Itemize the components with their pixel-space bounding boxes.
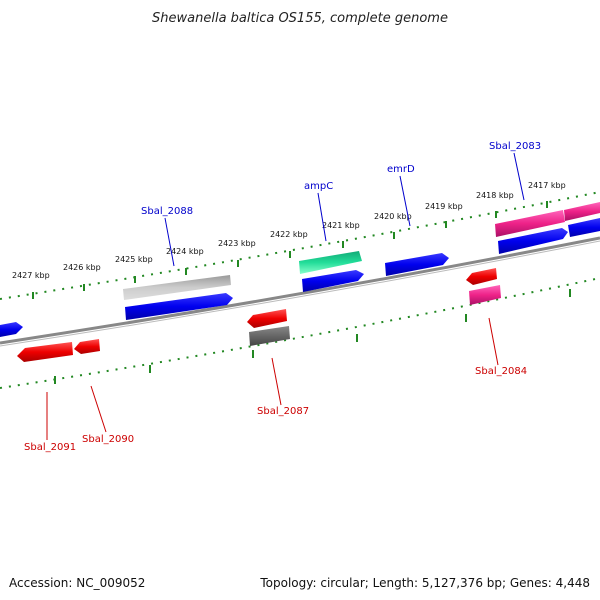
reverse-genes (17, 268, 501, 362)
gene-arrow (385, 253, 449, 276)
gene-arrow (495, 210, 565, 237)
gene-label: Sbal_2084 (475, 366, 527, 377)
gene-label: ampC (304, 181, 333, 192)
topology-text: Topology: circular; Length: 5,127,376 bp… (260, 576, 590, 590)
gene-arrow (299, 251, 362, 274)
scale-label: 2417 kbp (528, 181, 566, 190)
gene-label: Sbal_2083 (489, 141, 541, 152)
gene-arrow (123, 275, 231, 300)
scale-label: 2419 kbp (425, 202, 463, 211)
gene-arrow (466, 268, 497, 285)
gene-labels: Sbal_2088 ampC emrD Sbal_2083 Sbal_2084 … (24, 141, 541, 453)
major-ticks-upper (32, 201, 548, 299)
gene-label: Sbal_2091 (24, 442, 76, 453)
gene-arrow (249, 326, 290, 346)
gene-arrow (0, 322, 23, 337)
scale-label: 2421 kbp (322, 221, 360, 230)
gene-label: emrD (387, 164, 415, 175)
gene-arrow (125, 293, 233, 320)
gene-arrow (302, 270, 364, 292)
label-connectors (46, 152, 525, 440)
scale-label: 2420 kbp (374, 212, 412, 221)
scale-label: 2426 kbp (63, 263, 101, 272)
scale-label: 2422 kbp (270, 230, 308, 239)
scale-ruler-upper (0, 191, 600, 300)
map-title: Shewanella baltica OS155, complete genom… (152, 11, 448, 26)
gene-arrow (247, 309, 287, 328)
gene-label: Sbal_2090 (82, 434, 134, 445)
gene-arrow (17, 342, 73, 362)
gene-label: Sbal_2088 (141, 206, 193, 217)
gene-arrow (74, 339, 100, 354)
scale-label: 2427 kbp (12, 271, 50, 280)
accession-text: Accession: NC_009052 (9, 576, 146, 590)
genome-backbone (0, 236, 600, 347)
scale-label: 2418 kbp (476, 191, 514, 200)
gene-arrow (469, 285, 501, 305)
gene-arrow (564, 202, 600, 221)
scale-labels: 2427 kbp 2426 kbp 2425 kbp 2424 kbp 2423… (12, 181, 566, 280)
forward-genes (0, 202, 600, 337)
gene-arrow (498, 228, 568, 254)
scale-label: 2425 kbp (115, 255, 153, 264)
gene-label: Sbal_2087 (257, 406, 309, 417)
major-ticks-lower (54, 289, 571, 384)
scale-label: 2424 kbp (166, 247, 204, 256)
scale-label: 2423 kbp (218, 239, 256, 248)
gene-arrow (568, 218, 600, 237)
